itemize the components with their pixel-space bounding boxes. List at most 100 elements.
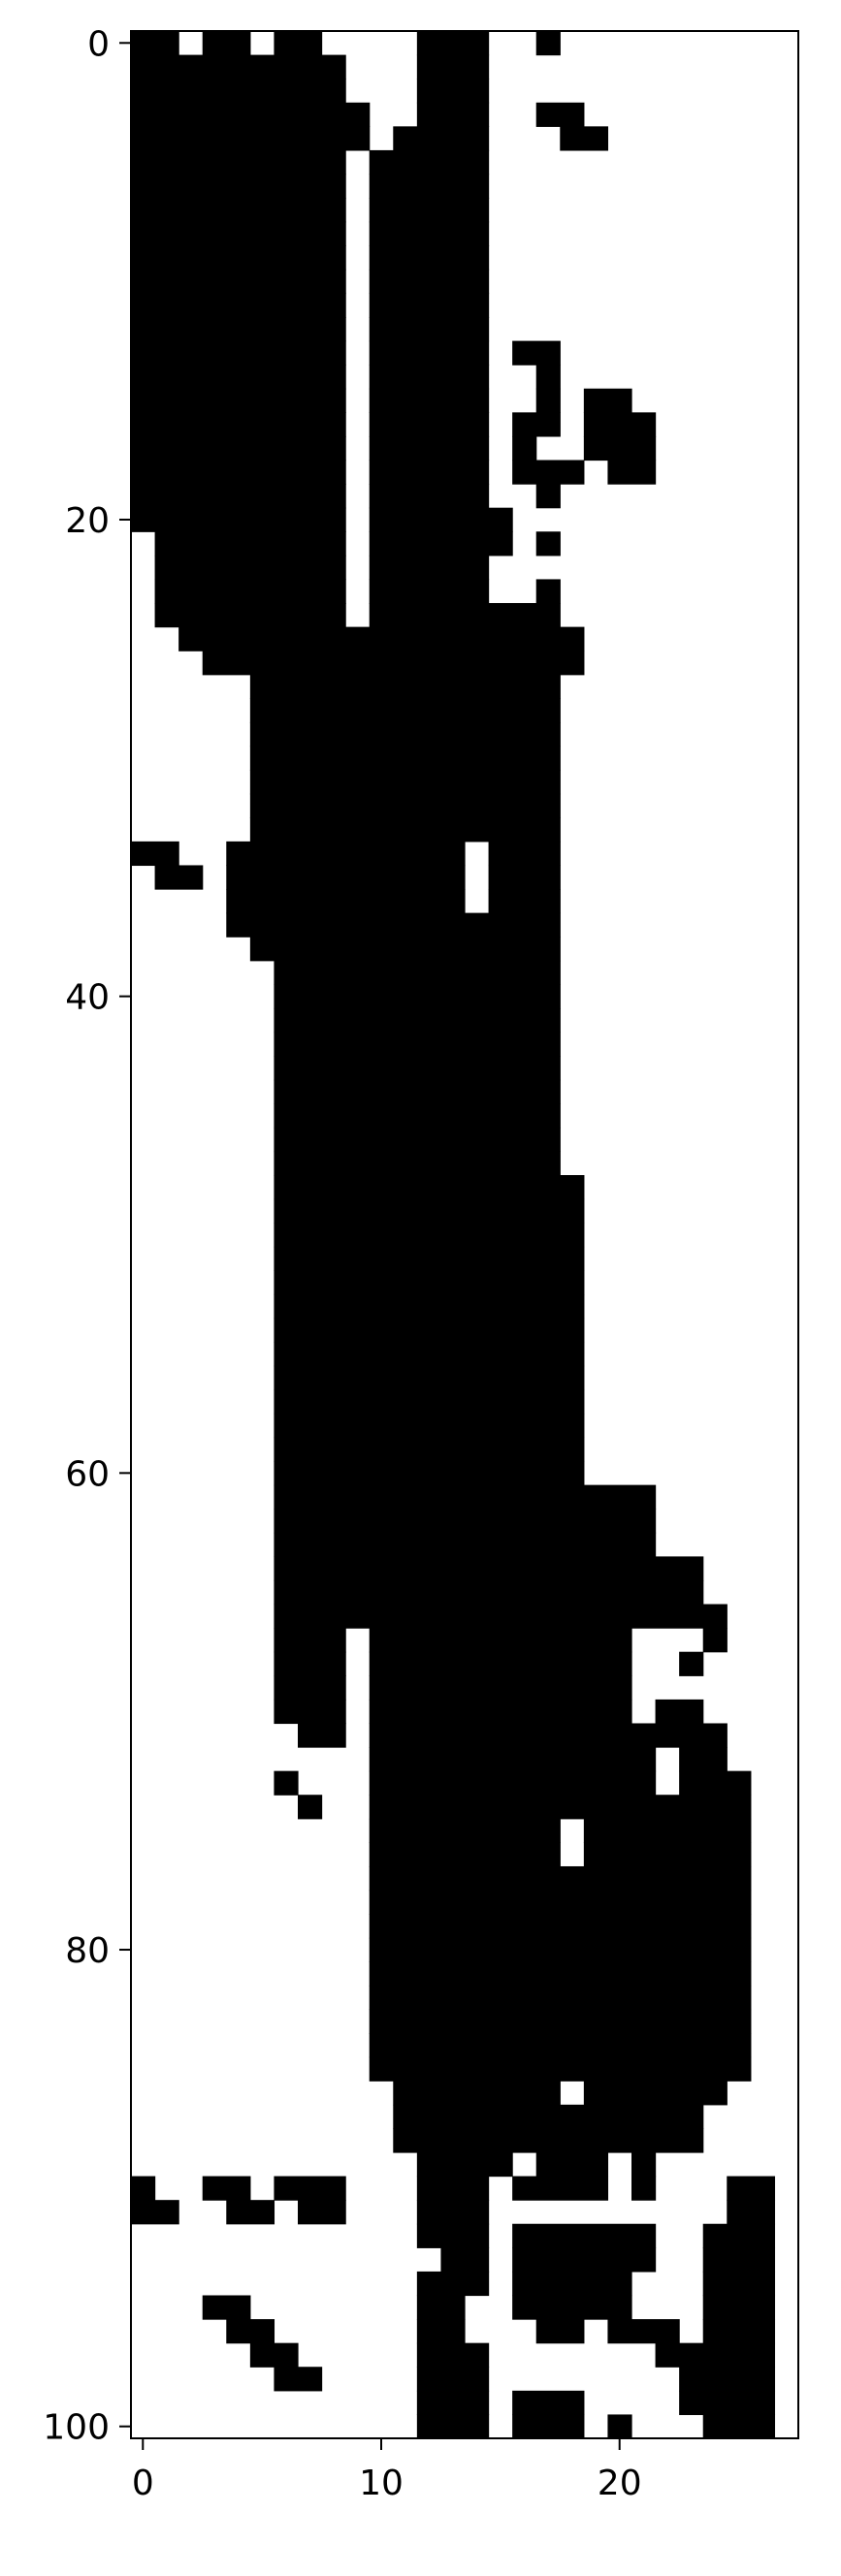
heatmap-cell-run [369, 460, 490, 485]
heatmap-cell-run [369, 1842, 561, 1867]
heatmap-cell-run [274, 1699, 346, 1725]
heatmap-cell-run [274, 1770, 299, 1796]
plot-frame [130, 30, 799, 2439]
heatmap-cell-run [274, 1651, 346, 1676]
heatmap-cell-run [131, 221, 346, 246]
heatmap-cell-run [131, 507, 346, 532]
heatmap-cell-run [369, 388, 490, 413]
heatmap-cell-run [274, 984, 561, 1009]
heatmap-cell-run [416, 79, 490, 104]
heatmap-cell-run [178, 626, 585, 652]
heatmap-cell-run [274, 2367, 323, 2392]
heatmap-cell-run [131, 174, 346, 199]
y-tick-label: 100 [43, 2408, 110, 2448]
heatmap-cell-run [607, 2319, 680, 2344]
heatmap-cell-run [488, 841, 561, 867]
heatmap-cell-run [583, 1818, 752, 1843]
heatmap-cell-run [274, 1318, 585, 1343]
heatmap-cell-run [702, 2414, 776, 2439]
heatmap-cell-run [274, 1509, 657, 1534]
heatmap-cell-run [727, 2200, 776, 2225]
heatmap-cell-run [369, 293, 490, 318]
heatmap-cell-run [702, 2247, 776, 2273]
heatmap-cell-run [679, 1770, 752, 1796]
heatmap-cell-run [131, 293, 346, 318]
heatmap-cell-run [274, 1628, 346, 1653]
heatmap-cell-run [274, 1127, 561, 1153]
heatmap-cell-run [274, 1198, 585, 1224]
y-tick-label: 60 [65, 1454, 110, 1494]
heatmap-cell-run [274, 1175, 585, 1200]
heatmap-cell-run [131, 2176, 156, 2201]
heatmap-cell-run [679, 2390, 776, 2416]
heatmap-cell-run [416, 2295, 466, 2320]
heatmap-cell-run [131, 126, 371, 151]
heatmap-cell-run [512, 2295, 632, 2320]
heatmap-cell-run [369, 507, 513, 532]
heatmap-cell-run [202, 2176, 251, 2201]
heatmap-cell-run [512, 2223, 657, 2248]
heatmap-cell-run [369, 1818, 561, 1843]
heatmap-cell-run [655, 1699, 704, 1725]
heatmap-cell-run [416, 2367, 490, 2392]
heatmap-cell-run [488, 889, 561, 914]
heatmap-cell-run [416, 31, 490, 56]
heatmap-cell-run [131, 484, 346, 509]
heatmap-cells [131, 31, 798, 2439]
heatmap-cell-run [202, 31, 251, 56]
heatmap-cell-run [702, 2223, 776, 2248]
heatmap-cell-run [393, 2081, 561, 2106]
heatmap-cell-run [249, 2342, 299, 2368]
heatmap-cell-run [154, 865, 204, 890]
heatmap-cell-run [202, 2295, 251, 2320]
heatmap-cell-run [369, 531, 513, 557]
heatmap-cell-run [369, 603, 561, 628]
heatmap-cell-run [131, 365, 346, 390]
heatmap-cell-run [583, 412, 657, 437]
x-tick-label: 10 [359, 2464, 404, 2503]
heatmap-cell-run [416, 2271, 490, 2297]
heatmap-cell-run [535, 102, 585, 127]
heatmap-cell-run [416, 2200, 490, 2225]
heatmap-cell-run [369, 149, 490, 175]
heatmap-cell-run [702, 2319, 776, 2344]
heatmap-cell-run [679, 1651, 704, 1676]
heatmap-cell-run [393, 126, 490, 151]
heatmap-cell-run [274, 1484, 657, 1510]
heatmap-cell-run [274, 1056, 561, 1081]
heatmap-cell-run [274, 1365, 585, 1390]
heatmap-cell-run [535, 2319, 585, 2344]
heatmap-cell-run [298, 1723, 346, 1748]
heatmap-cell-run [393, 2104, 704, 2130]
heatmap-cell-run [369, 221, 490, 246]
heatmap-cell-run [535, 388, 561, 413]
heatmap-cell-run [274, 1103, 561, 1129]
heatmap-cell-run [131, 435, 346, 461]
heatmap-cell-run [274, 1342, 585, 1367]
heatmap-cell-run [154, 555, 346, 581]
heatmap-cell-run [369, 245, 490, 270]
heatmap-cell-run [131, 388, 346, 413]
heatmap-cell-run [274, 1389, 585, 1415]
heatmap-cell-run [535, 531, 561, 557]
heatmap-cell-run [679, 2367, 776, 2392]
heatmap-cell-run [249, 817, 561, 843]
heatmap-cell-run [226, 912, 561, 938]
heatmap-cell-run [369, 198, 490, 223]
heatmap-cell-run [416, 54, 490, 80]
heatmap-cell-run [679, 1747, 728, 1772]
heatmap-cell-run [512, 435, 537, 461]
heatmap-cell-run [131, 54, 346, 80]
heatmap-cell-run [131, 245, 346, 270]
heatmap-cell-run [369, 1628, 632, 1653]
heatmap-cell-run [369, 317, 490, 342]
heatmap-cell-run [535, 31, 561, 56]
heatmap-cell-run [274, 1461, 585, 1486]
heatmap-cell-run [416, 2223, 490, 2248]
heatmap-cell-run [369, 555, 490, 581]
heatmap-cell-run [131, 149, 346, 175]
heatmap-cell-run [512, 412, 561, 437]
heatmap-cell-run [702, 2271, 776, 2297]
heatmap-cell-run [274, 1413, 585, 1439]
